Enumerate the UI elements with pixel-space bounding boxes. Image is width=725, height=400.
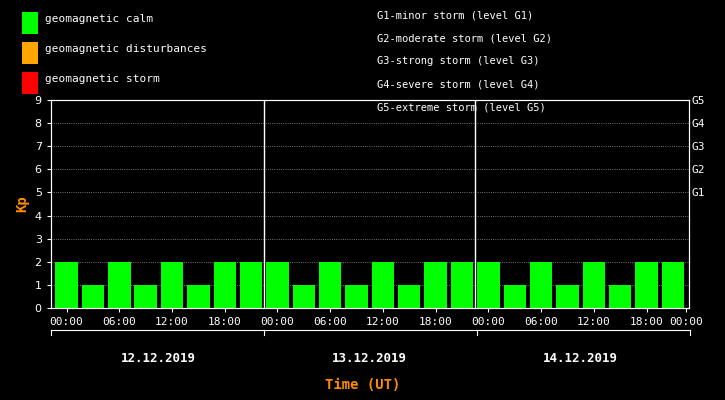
Bar: [609, 285, 631, 308]
Bar: [583, 262, 605, 308]
Bar: [55, 262, 78, 308]
Bar: [293, 285, 315, 308]
Bar: [635, 262, 658, 308]
Bar: [451, 262, 473, 308]
Text: 14.12.2019: 14.12.2019: [543, 352, 618, 366]
Bar: [134, 285, 157, 308]
Bar: [530, 262, 552, 308]
Bar: [266, 262, 289, 308]
Bar: [424, 262, 447, 308]
Bar: [398, 285, 420, 308]
Text: 12.12.2019: 12.12.2019: [121, 352, 196, 366]
Bar: [108, 262, 130, 308]
Bar: [662, 262, 684, 308]
Bar: [372, 262, 394, 308]
Bar: [240, 262, 262, 308]
Text: G5-extreme storm (level G5): G5-extreme storm (level G5): [377, 103, 546, 113]
Text: geomagnetic calm: geomagnetic calm: [45, 14, 153, 24]
Bar: [477, 262, 500, 308]
Text: geomagnetic disturbances: geomagnetic disturbances: [45, 44, 207, 54]
Bar: [504, 285, 526, 308]
Text: G3-strong storm (level G3): G3-strong storm (level G3): [377, 56, 539, 66]
Text: geomagnetic storm: geomagnetic storm: [45, 74, 160, 84]
Bar: [319, 262, 341, 308]
Text: G1-minor storm (level G1): G1-minor storm (level G1): [377, 10, 534, 20]
Bar: [345, 285, 368, 308]
Y-axis label: Kp: Kp: [15, 196, 29, 212]
Bar: [187, 285, 210, 308]
Text: G4-severe storm (level G4): G4-severe storm (level G4): [377, 80, 539, 90]
Bar: [214, 262, 236, 308]
Text: G2-moderate storm (level G2): G2-moderate storm (level G2): [377, 33, 552, 43]
Bar: [82, 285, 104, 308]
Text: Time (UT): Time (UT): [325, 378, 400, 392]
Text: 13.12.2019: 13.12.2019: [332, 352, 407, 366]
Bar: [161, 262, 183, 308]
Bar: [556, 285, 579, 308]
